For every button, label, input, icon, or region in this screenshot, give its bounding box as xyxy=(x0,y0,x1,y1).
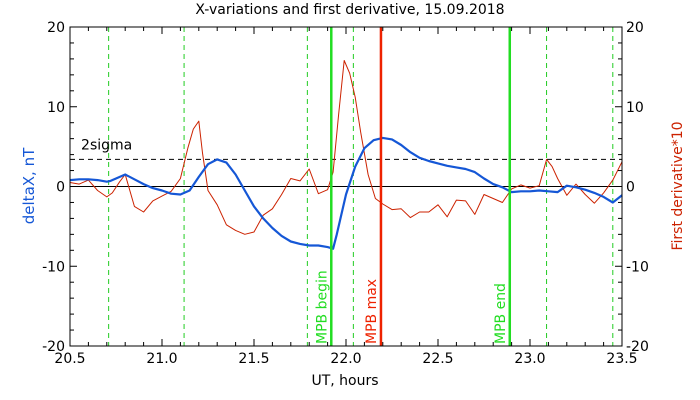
axes-layer: 20.5 21.0 21.5 22.0 22.5 23.0 23.5 20 20 10 10 0 0 -1… xyxy=(42,20,649,367)
dashed-marker-layer xyxy=(108,27,614,346)
x-tick-label: 21.5 xyxy=(238,351,269,367)
y-right-tick-label: 0 xyxy=(626,180,635,196)
threshold-label: 2sigma xyxy=(81,137,132,153)
mpb-line-layer: MPB begin MPB max MPB end xyxy=(314,27,512,346)
x-tick-label: 22.5 xyxy=(422,351,453,367)
x-tick-label: 23.0 xyxy=(514,351,545,367)
left-y-axis-label: deltaX, nT xyxy=(20,147,38,224)
series-layer xyxy=(69,60,623,250)
x-axis-label: UT, hours xyxy=(311,373,378,389)
mpb-line-label: MPB end xyxy=(493,283,509,344)
x-tick-label: 21.0 xyxy=(146,351,177,367)
mpb-line-label: MPB begin xyxy=(314,270,330,344)
y-right-tick-label: -10 xyxy=(626,259,649,275)
x-tick-label: 23.5 xyxy=(606,351,637,367)
y-right-tick-label: 10 xyxy=(626,100,644,116)
y-left-tick-label: -20 xyxy=(42,339,65,355)
deltax-series-line xyxy=(69,136,623,250)
y-left-tick-label: 0 xyxy=(56,180,65,196)
mpb-line-label: MPB max xyxy=(364,279,380,344)
y-left-tick-label: 20 xyxy=(47,20,65,36)
derivative-series-line xyxy=(69,60,623,235)
right-y-axis-label: First derivative*10 xyxy=(670,121,686,250)
y-left-tick-label: 10 xyxy=(47,100,65,116)
x-tick-label: 22.0 xyxy=(330,351,361,367)
x-tick-label: 20.5 xyxy=(54,351,85,367)
y-right-tick-label: 20 xyxy=(626,20,644,36)
y-right-tick-label: -20 xyxy=(626,339,649,355)
y-left-tick-label: -10 xyxy=(42,259,65,275)
threshold-layer: 2sigma xyxy=(70,137,622,187)
chart-title: X-variations and first derivative, 15.09… xyxy=(195,2,504,18)
